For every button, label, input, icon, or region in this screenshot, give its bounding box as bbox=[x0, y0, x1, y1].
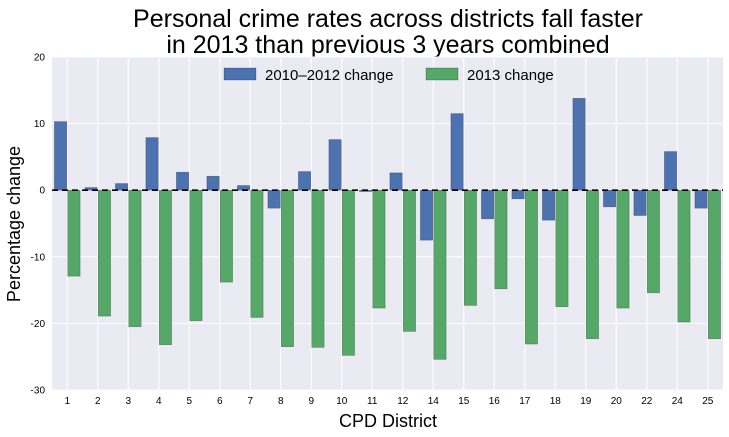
x-tick-label: 18 bbox=[550, 396, 562, 407]
y-tick-label: 20 bbox=[34, 53, 46, 64]
bar-series-2-district-18 bbox=[555, 189, 569, 308]
bar-series-1-district-4 bbox=[145, 137, 159, 191]
bar-series-1-district-6 bbox=[206, 175, 220, 191]
bar-series-1-district-2 bbox=[84, 187, 98, 191]
x-tick-label: 19 bbox=[580, 396, 592, 407]
x-tick-label: 12 bbox=[397, 396, 409, 407]
x-tick-label: 7 bbox=[247, 396, 253, 407]
bar-series-2-district-5 bbox=[189, 189, 203, 322]
x-tick-label: 15 bbox=[458, 396, 470, 407]
x-tick-label: 8 bbox=[278, 396, 284, 407]
bar-series-1-district-19 bbox=[572, 97, 586, 191]
bar-series-1-district-12 bbox=[389, 172, 403, 191]
bar-series-1-district-16 bbox=[481, 189, 495, 220]
bar-series-2-district-20 bbox=[616, 189, 630, 309]
bar-series-1-district-10 bbox=[328, 139, 342, 191]
x-tick-label: 24 bbox=[672, 396, 684, 407]
legend-label-1: 2010–2012 change bbox=[265, 67, 393, 84]
bar-series-2-district-11 bbox=[372, 189, 386, 309]
bar-series-2-district-15 bbox=[463, 189, 477, 306]
x-tick-label: 16 bbox=[489, 396, 501, 407]
x-tick-label: 6 bbox=[217, 396, 223, 407]
bar-series-2-district-24 bbox=[677, 189, 691, 323]
bar-series-2-district-14 bbox=[433, 189, 447, 360]
bar-series-2-district-22 bbox=[646, 189, 660, 294]
y-tick-label: -30 bbox=[31, 386, 46, 397]
y-tick-label: 0 bbox=[39, 186, 45, 197]
legend-label-2: 2013 change bbox=[467, 67, 554, 84]
x-tick-label: 14 bbox=[428, 396, 440, 407]
bar-series-2-district-10 bbox=[341, 189, 355, 356]
bar-series-1-district-1 bbox=[54, 121, 68, 191]
bar-series-1-district-17 bbox=[511, 189, 525, 200]
y-axis-label: Percentage change bbox=[4, 146, 24, 302]
x-tick-label: 25 bbox=[702, 396, 714, 407]
x-tick-label: 1 bbox=[64, 396, 70, 407]
bar-series-1-district-8 bbox=[267, 189, 281, 209]
bar-series-1-district-15 bbox=[450, 113, 464, 191]
x-tick-label: 10 bbox=[336, 396, 348, 407]
x-tick-label: 3 bbox=[125, 396, 131, 407]
x-axis-label: CPD District bbox=[339, 411, 437, 431]
chart-title-line-1: Personal crime rates across districts fa… bbox=[133, 5, 643, 33]
bar-series-1-district-5 bbox=[176, 171, 190, 191]
legend-swatch-2 bbox=[425, 67, 459, 81]
bar-series-2-district-2 bbox=[97, 189, 111, 317]
bar-series-1-district-18 bbox=[542, 189, 556, 221]
y-tick-label: 10 bbox=[34, 119, 46, 130]
chart-title-line-2: in 2013 than previous 3 years combined bbox=[166, 31, 609, 59]
y-tick-label: -10 bbox=[31, 252, 46, 263]
x-tick-label: 22 bbox=[641, 396, 653, 407]
legend: 2010–2012 change 2013 change bbox=[223, 67, 554, 84]
x-tick-label: 9 bbox=[308, 396, 314, 407]
y-tick-label: -20 bbox=[31, 319, 46, 330]
bar-series-1-district-25 bbox=[694, 189, 708, 209]
x-tick-label: 17 bbox=[519, 396, 531, 407]
bar-series-1-district-3 bbox=[115, 183, 129, 191]
bar-series-2-district-17 bbox=[524, 189, 538, 345]
bar-series-2-district-12 bbox=[402, 189, 416, 332]
bar-series-1-district-24 bbox=[664, 151, 678, 191]
bar-series-1-district-22 bbox=[633, 189, 647, 216]
x-tick-label: 20 bbox=[611, 396, 623, 407]
bar-series-2-district-6 bbox=[219, 189, 233, 283]
bar-series-2-district-7 bbox=[250, 189, 264, 318]
bar-series-2-district-3 bbox=[128, 189, 142, 328]
x-tick-label: 4 bbox=[156, 396, 162, 407]
bar-series-2-district-16 bbox=[494, 189, 508, 290]
bar-series-1-district-9 bbox=[298, 171, 312, 191]
x-tick-label: 2 bbox=[95, 396, 101, 407]
bar-series-2-district-4 bbox=[158, 189, 172, 346]
bar-series-1-district-14 bbox=[420, 189, 434, 241]
bar-series-2-district-25 bbox=[707, 189, 721, 340]
x-tick-label: 11 bbox=[367, 396, 378, 407]
bar-series-2-district-8 bbox=[280, 189, 294, 348]
bar-series-2-district-1 bbox=[67, 189, 81, 277]
legend-swatch-1 bbox=[223, 67, 257, 81]
bar-series-2-district-19 bbox=[585, 189, 599, 340]
bar-series-2-district-9 bbox=[311, 189, 325, 348]
x-tick-label: 5 bbox=[186, 396, 192, 407]
bar-series-1-district-20 bbox=[603, 189, 617, 208]
